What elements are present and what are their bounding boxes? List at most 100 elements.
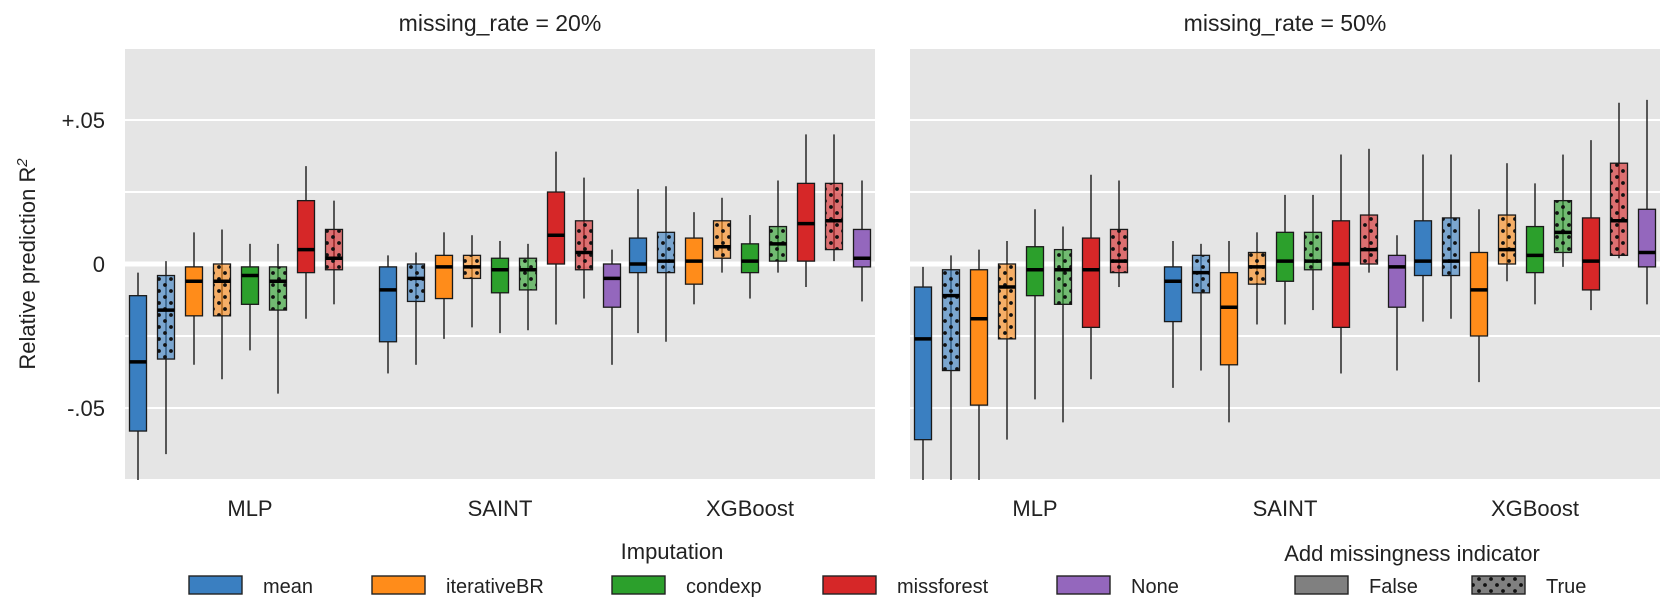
box-xgboost-none — [852, 180, 872, 302]
dot-hatch — [157, 275, 175, 360]
box-xgboost-missforest-indicator — [824, 134, 844, 262]
box-mlp-mean-indicator — [156, 261, 176, 455]
box-xgboost-iterativebr — [1469, 209, 1489, 383]
box-body — [1387, 254, 1407, 308]
box-saint-none — [1387, 235, 1407, 371]
dot-hatch — [1610, 163, 1628, 256]
facet-title: missing_rate = 20% — [399, 10, 602, 36]
dot-hatch — [1054, 249, 1072, 305]
y-tick-label: +.05 — [62, 108, 105, 133]
box-saint-mean — [378, 255, 398, 374]
dot-hatch — [213, 264, 231, 316]
box-body — [184, 266, 204, 317]
box-saint-mean-indicator — [1191, 243, 1211, 371]
box-body — [1331, 220, 1351, 329]
box-body — [546, 191, 566, 265]
legend-imputation: Imputation mean iterativeBR condexp missfore… — [188, 539, 1179, 598]
box-body — [1581, 217, 1601, 291]
legend-title: Imputation — [621, 539, 724, 564]
box-saint-mean — [1163, 240, 1183, 388]
box-body — [1163, 266, 1183, 323]
box-body — [378, 266, 398, 343]
dot-hatch — [1472, 576, 1525, 594]
box-xgboost-missforest — [1581, 140, 1601, 311]
y-tick-label: -.05 — [67, 396, 105, 421]
legend-item-iterativebr: iterativeBR — [371, 575, 544, 598]
box-saint-iterativebr — [1219, 240, 1239, 423]
box-body — [1275, 231, 1295, 282]
box-body — [296, 199, 316, 274]
x-tick-label-mlp: MLP — [227, 496, 272, 521]
legend-swatch — [822, 575, 877, 595]
legend-label: False — [1369, 576, 1418, 598]
box-saint-missforest — [546, 151, 566, 325]
box-body — [852, 228, 872, 268]
y-tick-label: 0 — [93, 252, 105, 277]
box-saint-condexp — [490, 240, 510, 334]
legend-item-condexp: condexp — [611, 575, 762, 598]
box-saint-mean-indicator — [406, 252, 426, 365]
box-saint-iterativebr — [434, 232, 454, 339]
box-saint-condexp — [1275, 194, 1295, 325]
dot-hatch — [825, 183, 843, 250]
x-tick-label-xgboost: XGBoost — [1491, 496, 1579, 521]
dot-hatch — [1304, 232, 1322, 270]
legend-swatch — [1294, 575, 1349, 595]
box-mlp-condexp — [240, 243, 260, 351]
box-xgboost-mean — [1413, 154, 1433, 322]
dot-hatch — [1442, 217, 1460, 276]
dot-hatch — [657, 232, 675, 273]
box-xgboost-mean-indicator — [1441, 154, 1461, 319]
box-xgboost-condexp — [1525, 183, 1545, 305]
box-saint-none — [602, 249, 622, 365]
box-mlp-missforest-indicator — [1109, 180, 1129, 288]
box-mlp-iterativebr-indicator — [997, 240, 1017, 440]
box-body — [602, 263, 622, 308]
dot-hatch — [575, 220, 593, 270]
box-body — [240, 266, 260, 305]
facet-title: missing_rate = 50% — [1184, 10, 1387, 36]
box-body — [1081, 237, 1101, 329]
box-xgboost-mean — [628, 189, 648, 334]
legend-label: condexp — [686, 576, 762, 598]
box-saint-missforest-indicator — [1359, 148, 1379, 273]
dot-hatch — [407, 264, 425, 302]
box-mlp-condexp-indicator — [268, 243, 288, 394]
box-body — [490, 257, 510, 294]
dot-hatch — [1110, 229, 1128, 273]
box-xgboost-condexp — [740, 215, 760, 299]
box-mlp-mean-indicator — [941, 255, 961, 480]
dot-hatch — [325, 229, 343, 270]
box-xgboost-missforest-indicator — [1609, 102, 1629, 259]
box-body — [1637, 208, 1657, 268]
legend-swatch — [188, 575, 243, 595]
box-mlp-missforest-indicator — [324, 200, 344, 305]
x-tick-label-mlp: MLP — [1012, 496, 1057, 521]
box-mlp-iterativebr — [969, 249, 989, 480]
box-mlp-missforest — [296, 166, 316, 319]
box-saint-condexp-indicator — [1303, 194, 1323, 311]
box-mlp-iterativebr-indicator — [212, 229, 232, 380]
legend-item-true: True — [1471, 575, 1586, 598]
y-axis-label: Relative prediction R2 — [14, 158, 41, 370]
legend-item-none: None — [1056, 575, 1179, 598]
dot-hatch — [1360, 215, 1378, 264]
dot-hatch — [713, 220, 731, 259]
x-tick-label-saint: SAINT — [1253, 496, 1318, 521]
dot-hatch — [1498, 215, 1516, 264]
legend-title: Add missingness indicator — [1284, 541, 1540, 566]
legend-label: None — [1131, 576, 1179, 598]
box-xgboost-none — [1637, 99, 1657, 305]
box-mlp-condexp — [1025, 209, 1045, 400]
legend-item-false: False — [1294, 575, 1418, 598]
legend-swatch — [371, 575, 426, 595]
box-body — [1413, 220, 1433, 277]
box-xgboost-iterativebr-indicator — [1497, 163, 1517, 282]
box-mlp-missforest — [1081, 174, 1101, 380]
dot-hatch — [942, 269, 960, 371]
legend-label: iterativeBR — [446, 576, 544, 598]
dot-hatch — [519, 258, 537, 290]
box-saint-condexp-indicator — [518, 243, 538, 331]
box-body — [434, 254, 454, 300]
